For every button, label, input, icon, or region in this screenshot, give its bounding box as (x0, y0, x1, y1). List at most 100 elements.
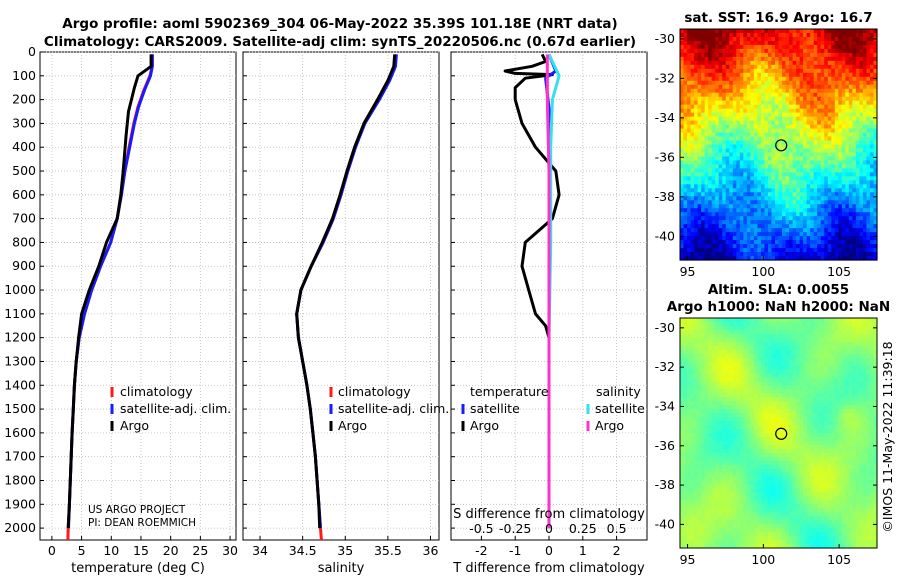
heatmap-cell (834, 252, 839, 257)
heatmap-cell (831, 80, 836, 86)
heatmap-cell (841, 92, 846, 98)
heatmap-cell (792, 401, 797, 406)
heatmap-cell (820, 405, 825, 410)
heatmap-cell (852, 357, 857, 363)
heatmap-cell (760, 228, 766, 233)
heatmap-cell (841, 128, 846, 134)
heatmap-cell (680, 353, 685, 359)
heatmap-cell (831, 156, 836, 162)
heatmap-cell (852, 160, 857, 166)
heatmap-cell (869, 168, 875, 173)
heatmap-cell (701, 120, 706, 126)
heatmap-cell (736, 389, 741, 394)
heatmap-cell (764, 44, 769, 50)
heatmap-cell (760, 156, 766, 162)
heatmap-cell (725, 349, 730, 355)
heatmap-cell (753, 409, 758, 414)
heatmap-cell (841, 252, 846, 257)
heatmap-cell (852, 152, 857, 158)
heatmap-cell (820, 200, 825, 205)
heatmap-cell (725, 40, 730, 46)
heatmap-cell (866, 120, 871, 126)
heatmap-cell (792, 192, 797, 197)
heatmap-cell (834, 148, 839, 154)
heatmap-cell (859, 160, 864, 166)
heatmap-cell (841, 212, 846, 217)
heatmap-cell (746, 148, 751, 154)
heatmap-cell (810, 72, 815, 78)
heatmap-cell (806, 337, 811, 343)
heatmap-cell (799, 377, 804, 383)
heatmap-cell (753, 84, 758, 90)
heatmap-cell (704, 184, 709, 189)
heatmap-cell (760, 393, 766, 398)
heatmap-cell (708, 48, 713, 54)
heatmap-cell (715, 184, 720, 189)
heatmap-cell (841, 44, 846, 50)
heatmap-cell (725, 64, 730, 70)
heatmap-cell (838, 68, 843, 74)
heatmap-cell (806, 381, 811, 387)
heatmap-cell (683, 385, 688, 390)
heatmap-cell (841, 333, 846, 339)
heatmap-cell (862, 337, 868, 343)
heatmap-cell (848, 176, 853, 181)
heatmap-cell (866, 68, 871, 74)
heatmap-cell (729, 369, 734, 375)
heatmap-cell (743, 44, 748, 50)
heatmap-cell (732, 252, 737, 257)
heatmap-cell (746, 188, 751, 193)
heatmap-cell (687, 248, 692, 253)
heatmap-cell (831, 120, 836, 126)
heatmap-cell (732, 36, 737, 42)
heatmap-cell (718, 248, 723, 253)
heatmap-cell (757, 180, 762, 185)
heatmap-cell (866, 252, 871, 257)
heatmap-cell (845, 44, 850, 50)
heatmap-cell (859, 413, 864, 418)
heatmap-cell (771, 160, 776, 166)
heatmap-cell (736, 220, 741, 225)
heatmap-cell (697, 365, 702, 371)
heatmap-cell (834, 36, 839, 42)
heatmap-cell (718, 325, 723, 331)
heatmap-cell (746, 172, 751, 177)
heatmap-cell (782, 385, 787, 390)
heatmap-cell (810, 224, 815, 229)
heatmap-cell (834, 108, 839, 114)
heatmap-cell (862, 228, 868, 233)
heatmap-cell (792, 337, 797, 343)
heatmap-cell (817, 96, 822, 102)
heatmap-cell (796, 184, 801, 189)
heatmap-cell (760, 413, 766, 418)
heatmap-cell (796, 132, 801, 138)
plot-frame (39, 51, 237, 541)
heatmap-cell (834, 244, 839, 249)
heatmap-cell (725, 204, 730, 209)
heatmap-cell (687, 325, 692, 331)
heatmap-cell (722, 196, 727, 201)
heatmap-cell (690, 208, 695, 213)
heatmap-cell (855, 321, 861, 327)
heatmap-cell (743, 144, 748, 150)
y-tick-label: 300 (12, 115, 36, 130)
heatmap-cell (697, 361, 702, 367)
heatmap-cell (715, 96, 720, 102)
heatmap-cell (687, 80, 692, 86)
heatmap-cell (803, 100, 808, 106)
heatmap-cell (817, 132, 822, 138)
heatmap-cell (722, 132, 727, 138)
heatmap-cell (760, 333, 766, 339)
heatmap-cell (687, 381, 692, 387)
heatmap-cell (704, 365, 709, 371)
heatmap-cell (782, 393, 787, 398)
heatmap-cell (789, 341, 794, 347)
heatmap-cell (866, 361, 871, 367)
heatmap-cell (838, 405, 843, 410)
heatmap-cell (739, 252, 744, 257)
heatmap-cell (782, 76, 787, 82)
heatmap-cell (841, 80, 846, 86)
heatmap-cell (722, 377, 727, 383)
heatmap-cell (683, 88, 688, 94)
heatmap-cell (750, 212, 755, 217)
